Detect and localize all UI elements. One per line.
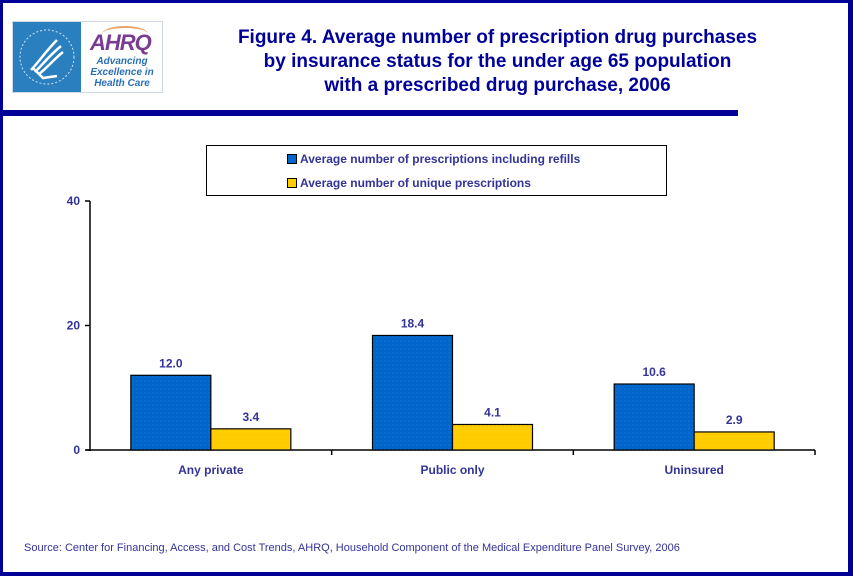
logo-block: AHRQ Advancing Excellence in Health Care bbox=[12, 21, 163, 93]
figure-frame bbox=[3, 3, 848, 572]
legend-item-unique: Average number of unique prescriptions bbox=[287, 176, 531, 190]
bar-texture bbox=[130, 375, 211, 450]
y-tick-label: 40 bbox=[67, 194, 81, 208]
title-line: with a prescribed drug purchase, 2006 bbox=[324, 75, 671, 96]
legend-swatch-unique bbox=[287, 178, 297, 188]
ahrq-logo: AHRQ Advancing Excellence in Health Care bbox=[82, 22, 162, 92]
ahrq-arc-icon bbox=[102, 26, 148, 42]
ahrq-tagline: Advancing Excellence in Health Care bbox=[82, 56, 162, 89]
chart-legend: Average number of prescriptions includin… bbox=[206, 145, 667, 196]
legend-label-refills: Average number of prescriptions includin… bbox=[300, 152, 581, 166]
ahrq-tagline-line: Health Care bbox=[94, 78, 150, 89]
legend-label-unique: Average number of unique prescriptions bbox=[300, 176, 531, 190]
title-divider bbox=[0, 110, 738, 116]
data-label: 10.6 bbox=[642, 365, 666, 379]
title-line: by insurance status for the under age 65… bbox=[263, 51, 732, 72]
x-category-label: Any private bbox=[178, 463, 244, 477]
source-note: Source: Center for Financing, Access, an… bbox=[24, 542, 680, 554]
bar-texture bbox=[614, 384, 695, 450]
x-category-label: Public only bbox=[420, 463, 484, 477]
bar-texture bbox=[210, 428, 291, 450]
chart-bars bbox=[130, 334, 775, 451]
ahrq-tagline-line: Advancing bbox=[96, 56, 148, 67]
legend-item-refills: Average number of prescriptions includin… bbox=[287, 152, 580, 166]
hhs-logo bbox=[13, 22, 81, 92]
legend-swatch-refills bbox=[287, 154, 297, 164]
data-label: 3.4 bbox=[242, 410, 259, 424]
y-tick-label: 20 bbox=[67, 319, 81, 333]
hhs-eagle-icon bbox=[19, 29, 75, 85]
chart-labels: 0 20 40 12.0 3.4 Any private 18.4 4.1 Public onl… bbox=[67, 194, 743, 477]
bar-texture bbox=[694, 431, 775, 450]
chart-title: Figure 4. Average number of prescription… bbox=[190, 26, 805, 98]
title-line: Figure 4. Average number of prescription… bbox=[237, 27, 758, 48]
ahrq-wordmark: AHRQ bbox=[90, 30, 152, 55]
x-category-label: Uninsured bbox=[664, 463, 723, 477]
data-label: 4.1 bbox=[484, 405, 501, 419]
y-tick-label: 0 bbox=[73, 443, 80, 457]
data-label: 2.9 bbox=[726, 413, 743, 427]
data-label: 18.4 bbox=[401, 316, 425, 330]
data-label: 12.0 bbox=[159, 356, 183, 370]
bar-texture bbox=[452, 424, 533, 450]
ahrq-tagline-line: Excellence in bbox=[90, 67, 154, 78]
bar-texture bbox=[372, 335, 453, 450]
